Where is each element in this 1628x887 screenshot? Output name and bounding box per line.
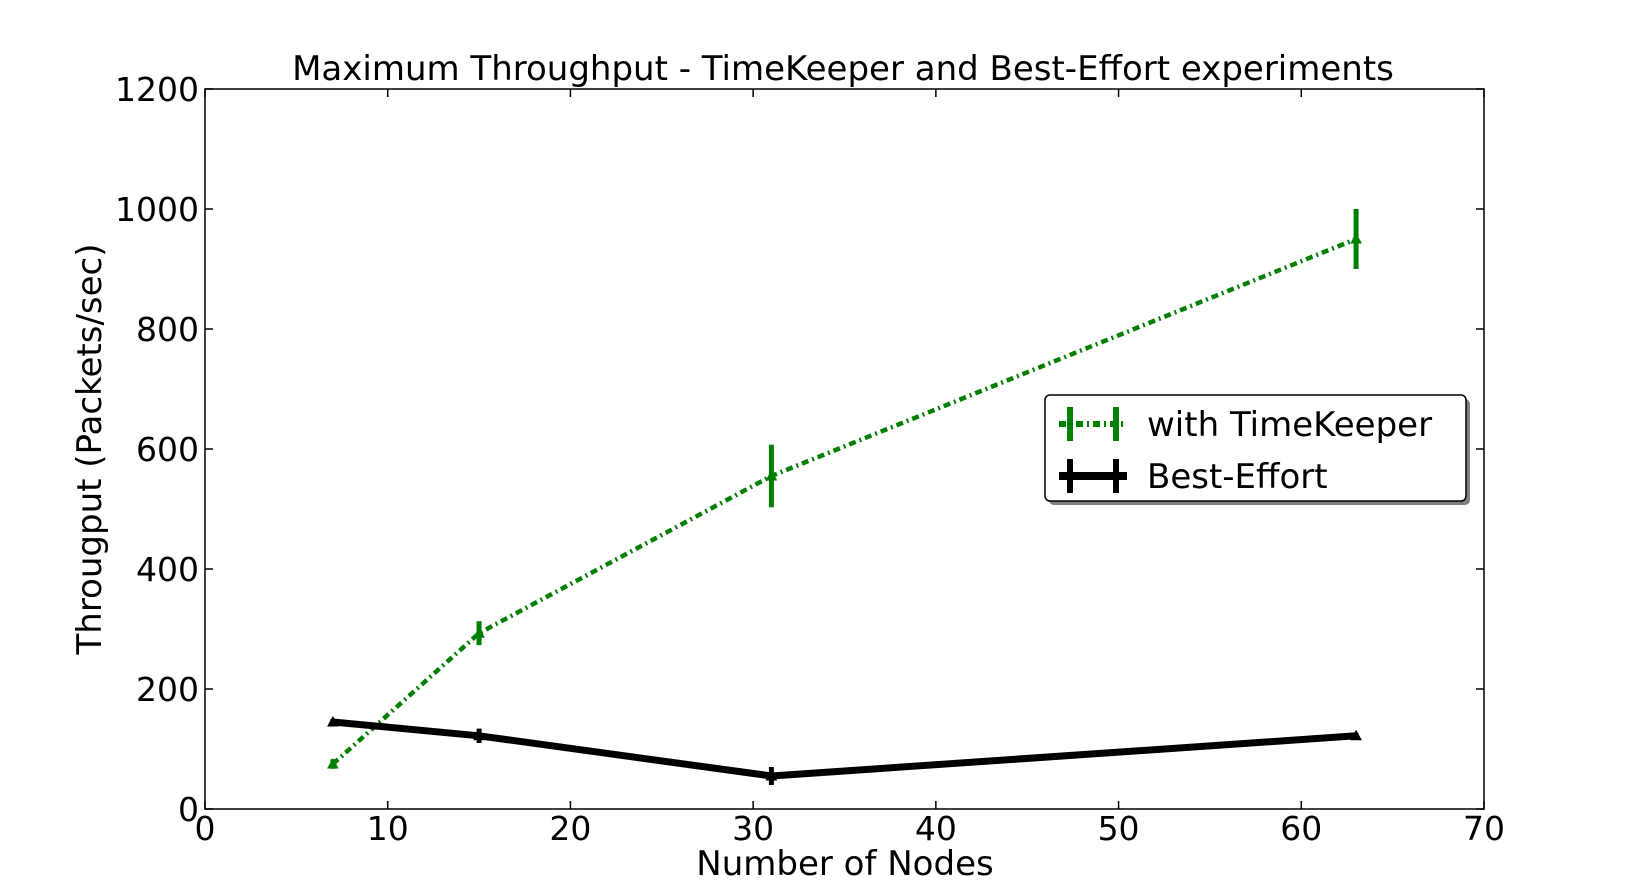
x-tick-label: 30 <box>732 809 774 848</box>
data-point <box>1350 729 1362 741</box>
y-tick-label: 200 <box>136 670 199 709</box>
data-point <box>765 469 778 481</box>
series-with-timekeeper <box>327 209 1362 769</box>
series-line <box>332 718 1357 780</box>
x-tick-label: 50 <box>1098 809 1140 848</box>
legend-label: Best-Effort <box>1147 457 1328 497</box>
y-tick-label: 1000 <box>115 190 199 229</box>
y-tick-label: 800 <box>136 310 199 349</box>
data-point <box>327 757 339 769</box>
plot-area <box>327 209 1362 785</box>
data-point <box>765 769 778 781</box>
legend-entry: Best-Effort <box>1059 457 1328 497</box>
x-tick-label: 10 <box>367 809 409 848</box>
chart-title: Maximum Throughput - TimeKeeper and Best… <box>292 49 1394 89</box>
x-tick-label: 0 <box>195 809 216 848</box>
data-point <box>327 715 339 727</box>
legend: with TimeKeeper Best-Effort <box>1044 394 1470 505</box>
series-best-effort <box>327 715 1362 785</box>
data-point <box>473 729 485 741</box>
x-axis-label: Number of Nodes <box>696 844 993 884</box>
y-tick-label: 400 <box>136 550 199 589</box>
data-point <box>1350 232 1362 244</box>
x-tick-label: 20 <box>549 809 591 848</box>
x-tick-label: 70 <box>1463 809 1505 848</box>
y-tick-label: 0 <box>178 790 199 829</box>
x-tick-label: 60 <box>1280 809 1322 848</box>
data-point <box>473 627 485 638</box>
legend-box <box>1044 394 1467 502</box>
y-tick-label: 600 <box>136 430 199 469</box>
y-axis-label: Througput (Packets/sec) <box>70 243 110 655</box>
axis-ticks: 0 10 20 30 40 50 60 70 0 200 400 600 800 1000 1200 <box>115 70 1505 848</box>
series-line <box>331 236 1357 766</box>
y-tick-label: 1200 <box>115 70 199 109</box>
legend-label: with TimeKeeper <box>1147 405 1432 445</box>
x-tick-label: 40 <box>915 809 957 848</box>
legend-entry: with TimeKeeper <box>1059 405 1432 445</box>
plot-frame <box>204 88 1485 810</box>
